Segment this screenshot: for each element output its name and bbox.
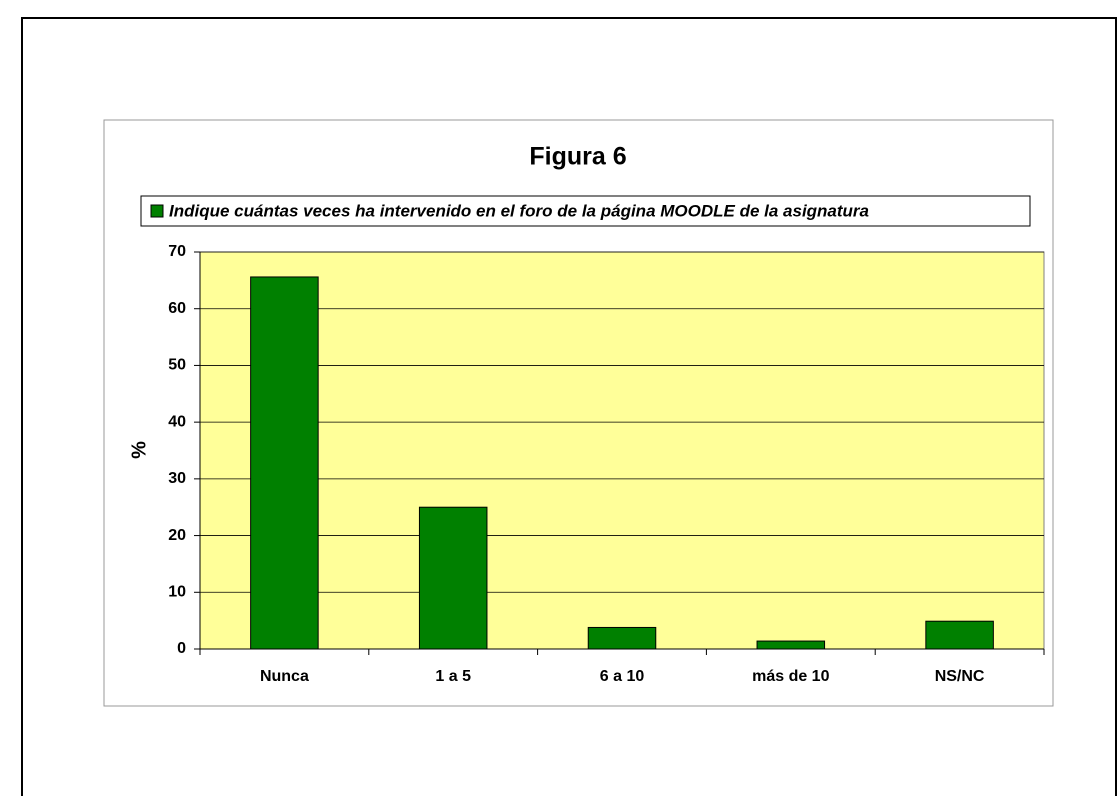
bar [925, 620, 994, 650]
y-tick-label: 60 [168, 300, 186, 317]
bar [250, 276, 319, 650]
bar [587, 626, 657, 650]
bar [418, 506, 488, 650]
page-frame [21, 17, 1117, 796]
y-tick-label: 40 [168, 413, 186, 430]
y-axis-label: % [128, 441, 150, 459]
y-tick-label: 50 [168, 357, 186, 374]
plot-area [199, 251, 1045, 650]
x-tick-label: más de 10 [752, 668, 829, 685]
x-tick-label: Nunca [260, 668, 309, 685]
legend [140, 195, 1031, 227]
chart-title: Figura 6 [529, 143, 626, 171]
x-tick-label: NS/NC [935, 668, 985, 685]
y-tick-label: 10 [168, 584, 186, 601]
legend-swatch [150, 204, 164, 218]
y-tick-label: 20 [168, 527, 186, 544]
x-tick-label: 6 a 10 [600, 668, 645, 685]
bar [756, 640, 826, 650]
x-tick-label: 1 a 5 [435, 668, 471, 685]
y-tick-label: 30 [168, 470, 186, 487]
legend-label: Indique cuántas veces ha intervenido en … [169, 201, 869, 220]
y-tick-label: 70 [168, 243, 186, 260]
y-tick-label: 0 [177, 640, 186, 657]
